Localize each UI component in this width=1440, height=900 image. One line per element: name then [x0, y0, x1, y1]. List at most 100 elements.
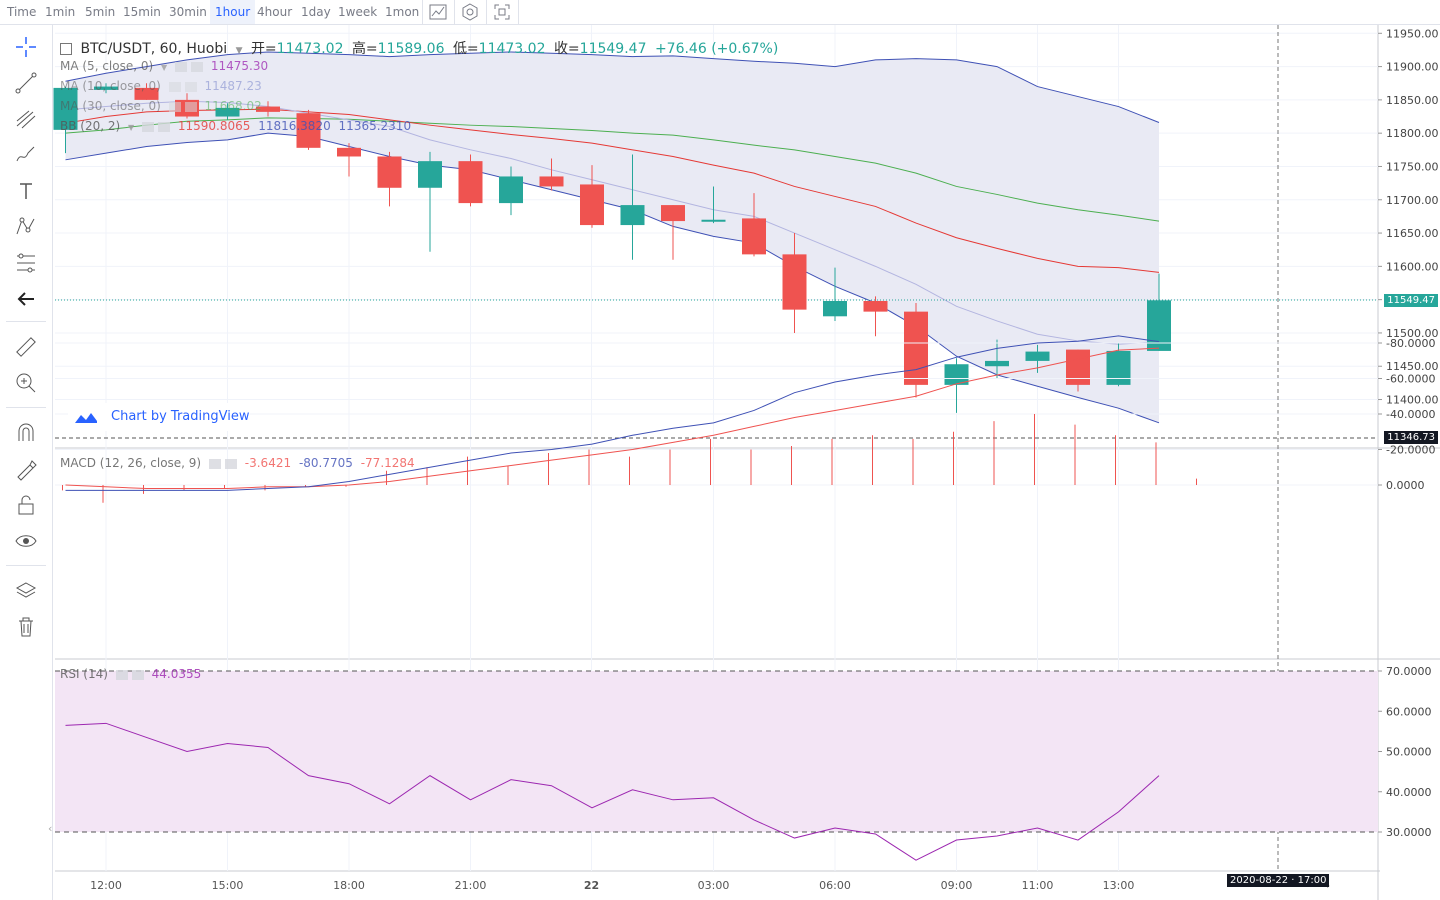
pitchfork-icon[interactable]: [14, 107, 38, 131]
candle-body: [985, 360, 1009, 367]
time-label[interactable]: Time: [7, 5, 37, 19]
rsi-label: RSI (14): [60, 667, 108, 681]
close-icon[interactable]: [158, 121, 170, 132]
y-tick-label: 30.0000: [1386, 826, 1432, 839]
rsi-value: 44.0355: [151, 667, 202, 681]
layers-icon[interactable]: [14, 579, 38, 603]
ma5-legend[interactable]: MA (5, close, 0) ▼ 11475.30: [60, 59, 272, 73]
close-icon[interactable]: [184, 101, 197, 112]
interval-30min[interactable]: 30min: [169, 5, 207, 19]
y-tick-label: 11500.00: [1386, 327, 1439, 340]
fullscreen-icon[interactable]: [491, 2, 513, 22]
x-tick-label: 06:00: [819, 879, 851, 892]
interval-15min[interactable]: 15min: [123, 5, 161, 19]
settings-icon[interactable]: [208, 458, 221, 469]
bb-upper-value: 11816.3820: [258, 119, 331, 133]
y-tick-label: -60.0000: [1386, 373, 1435, 386]
ma10-legend[interactable]: MA (10, close, 0) 11487.23: [60, 79, 266, 93]
toolbar-divider: [486, 0, 487, 24]
crosshair-time-label: 2020-08-22 · 17:00: [1227, 874, 1330, 887]
y-tick-label: 11650.00: [1386, 227, 1439, 240]
macd-legend[interactable]: MACD (12, 26, close, 9) -3.6421 -80.7705…: [60, 456, 419, 470]
close-icon[interactable]: [224, 458, 237, 469]
y-tick-label: 50.0000: [1386, 746, 1432, 759]
candle-body: [418, 161, 442, 188]
ma30-legend[interactable]: MA (30, close, 0) 11668.02: [60, 99, 266, 113]
close-icon[interactable]: [131, 669, 144, 680]
settings-icon[interactable]: [459, 2, 481, 22]
rsi-legend[interactable]: RSI (14) 44.0355: [60, 667, 205, 681]
rsi-band-fill: [55, 671, 1378, 832]
settings-icon[interactable]: [142, 121, 154, 132]
y-tick-label: 11600.00: [1386, 260, 1439, 273]
interval-5min[interactable]: 5min: [85, 5, 116, 19]
interval-1day[interactable]: 1day: [301, 5, 331, 19]
open-label: 开=: [250, 41, 277, 57]
ruler-icon[interactable]: [14, 335, 38, 359]
collapse-icon[interactable]: [60, 43, 72, 55]
main-legend: BTC/USDT, 60, Huobi ▼ 开=11473.02 高=11589…: [60, 38, 782, 58]
settings-icon[interactable]: [175, 61, 187, 72]
toolbar-divider: [518, 0, 519, 24]
zoom-in-icon[interactable]: [14, 371, 38, 395]
crosshair-icon[interactable]: [14, 35, 38, 59]
low-value: 11473.02: [478, 41, 546, 57]
pattern-icon[interactable]: [14, 215, 38, 239]
brush-icon[interactable]: [14, 143, 38, 167]
symbol-dropdown-icon[interactable]: ▼: [235, 46, 243, 56]
eye-icon[interactable]: [14, 529, 38, 553]
symbol-title[interactable]: BTC/USDT, 60, Huobi: [80, 41, 228, 57]
toolbar-divider: [6, 407, 46, 408]
x-tick-label: 12:00: [90, 879, 122, 892]
top-toolbar: Time 1min 5min 15min 30min 1hour 4hour 1…: [0, 0, 1440, 25]
unlock-icon[interactable]: [14, 493, 38, 517]
trend-line-icon[interactable]: [14, 71, 38, 95]
fib-icon[interactable]: [14, 251, 38, 275]
chart-type-icon[interactable]: [427, 2, 449, 22]
bb-legend[interactable]: BB (20, 2) ▼ 11590.8065 11816.3820 11365…: [60, 119, 415, 133]
ma30-label: MA (30, close, 0): [60, 99, 161, 113]
y-tick-label: -80.0000: [1386, 337, 1435, 350]
interval-1hour[interactable]: 1hour: [210, 0, 256, 24]
close-icon[interactable]: [191, 61, 203, 72]
x-tick-label: 13:00: [1103, 879, 1135, 892]
interval-1week[interactable]: 1week: [338, 5, 378, 19]
text-icon[interactable]: [14, 179, 38, 203]
macd-label: MACD (12, 26, close, 9): [60, 456, 202, 470]
settings-icon[interactable]: [168, 101, 181, 112]
back-arrow-icon[interactable]: [14, 287, 38, 311]
close-icon[interactable]: [184, 81, 197, 92]
macd-signal-value: -77.1284: [360, 456, 415, 470]
bb-label: BB (20, 2): [60, 119, 121, 133]
interval-1mon[interactable]: 1mon: [385, 5, 420, 19]
ma10-value: 11487.23: [204, 79, 262, 93]
interval-4hour[interactable]: 4hour: [257, 5, 293, 19]
dropdown-icon[interactable]: ▼: [128, 123, 135, 132]
ma10-label: MA (10, close, 0): [60, 79, 161, 93]
dropdown-icon[interactable]: ▼: [161, 63, 168, 72]
change-value: +76.46 (+0.67%): [654, 41, 779, 57]
candle-body: [94, 86, 118, 90]
crosshair-price-label: 11346.73: [1384, 431, 1438, 444]
y-tick-label: 11950.00: [1386, 27, 1439, 40]
y-tick-label: 11700.00: [1386, 194, 1439, 207]
tradingview-watermark[interactable]: Chart by TradingView: [68, 403, 250, 431]
ma30-line: [65, 117, 1160, 222]
bb-upper-line: [65, 51, 1160, 123]
settings-icon[interactable]: [168, 81, 181, 92]
interval-1min[interactable]: 1min: [45, 5, 76, 19]
low-label: 低=: [452, 41, 479, 57]
candle-body: [1025, 351, 1050, 361]
current-price-label: 11549.47: [1384, 294, 1438, 307]
x-tick-label: 09:00: [941, 879, 973, 892]
settings-icon[interactable]: [115, 669, 128, 680]
bb-lower-value: 11365.2310: [338, 119, 412, 133]
trash-icon[interactable]: [14, 615, 38, 639]
magnet-icon[interactable]: [14, 421, 38, 445]
candle-body: [256, 106, 280, 112]
candle-body: [377, 156, 402, 188]
lock-drawing-icon[interactable]: [14, 457, 38, 481]
y-tick-label: 11800.00: [1386, 127, 1439, 140]
bb-lower-line: [65, 132, 1160, 424]
